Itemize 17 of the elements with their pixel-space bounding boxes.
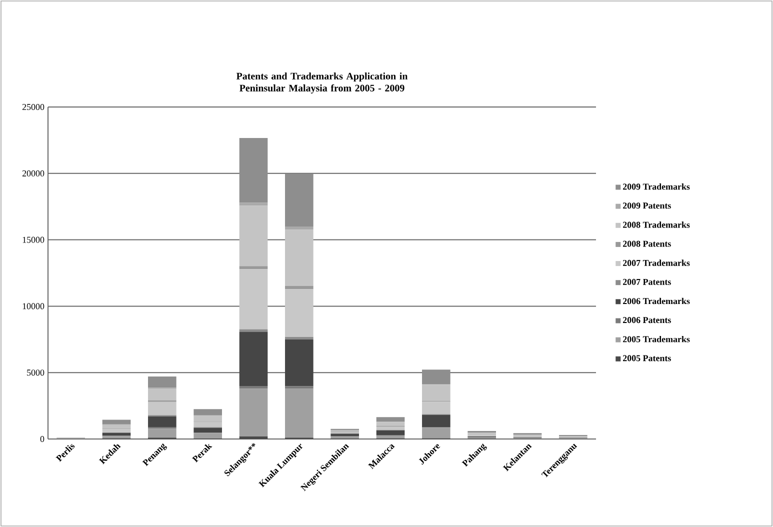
legend-label: 2009 Patents [623,202,671,209]
y-tick-label: 5000 [27,370,44,376]
legend-label: 2006 Patents [623,317,671,324]
y-tick-label: 0 [40,436,44,442]
legend-label: 2007 Patents [623,278,671,285]
y-tick-label: 10000 [22,303,44,310]
y-tick-label: 25000 [22,104,44,110]
legend-label: 2005 Trademarks [623,336,690,342]
legend-label: 2007 Trademarks [623,260,690,266]
y-tick-label: 20000 [22,170,44,176]
legend-label: 2009 Trademarks [623,183,690,190]
legend-label: 2008 Trademarks [623,222,690,228]
y-tick-label: 15000 [22,236,44,243]
legend-label: 2005 Patents [623,355,671,362]
legend-label: 2006 Trademarks [623,298,690,304]
chart-title: Patents and Trademarks Application in Peninsular Malaysia from 2005 - 2009 [236,72,408,94]
legend-label: 2008 Patents [623,240,671,247]
